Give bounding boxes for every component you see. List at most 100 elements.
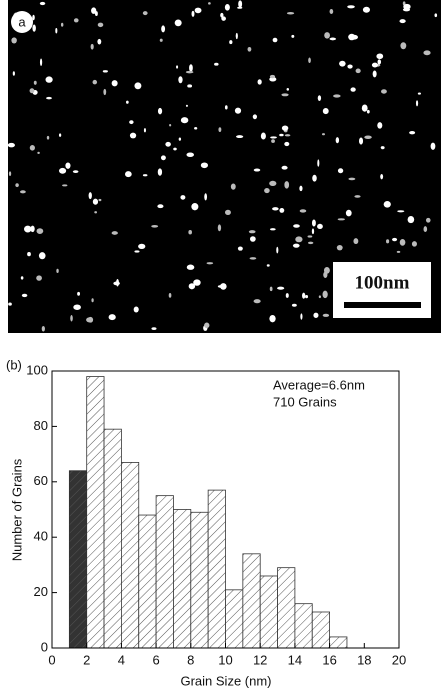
- grain: [345, 209, 352, 217]
- grain: [178, 76, 183, 84]
- grain: [39, 1, 46, 6]
- grain: [396, 250, 401, 253]
- panel-label: (b): [6, 357, 22, 372]
- annotation: Average=6.6nm: [273, 377, 365, 392]
- grain: [377, 59, 382, 65]
- grain: [72, 170, 79, 173]
- grain: [347, 64, 353, 69]
- grain: [151, 327, 157, 331]
- bar: [121, 462, 140, 649]
- grain: [383, 200, 391, 208]
- grain: [90, 43, 94, 50]
- grain: [191, 203, 199, 211]
- grain: [125, 171, 132, 178]
- grain: [193, 279, 201, 286]
- grain: [41, 325, 45, 332]
- grain: [372, 70, 377, 78]
- grain: [277, 286, 285, 290]
- grain: [284, 141, 290, 147]
- grain: [366, 109, 370, 114]
- grain: [253, 299, 261, 304]
- grain: [187, 84, 193, 88]
- grain: [174, 19, 182, 27]
- grain: [321, 133, 326, 136]
- grain: [7, 142, 15, 148]
- grain: [168, 293, 172, 298]
- grain: [323, 266, 330, 274]
- grain: [185, 104, 188, 107]
- grain: [58, 167, 67, 174]
- grain: [224, 209, 231, 216]
- grain: [204, 193, 208, 201]
- grain: [24, 225, 32, 233]
- y-tick-label: 80: [34, 418, 48, 433]
- grain: [264, 187, 270, 194]
- y-tick-label: 60: [34, 473, 48, 488]
- grain: [111, 80, 118, 87]
- y-tick-label: 20: [34, 584, 48, 599]
- grain: [38, 252, 46, 260]
- grain: [291, 303, 297, 307]
- grain: [336, 244, 343, 251]
- bar: [86, 376, 105, 649]
- grain: [281, 125, 289, 131]
- bar: [294, 603, 313, 649]
- grain: [355, 68, 361, 74]
- grain: [381, 89, 387, 94]
- grain: [157, 168, 163, 176]
- x-tick-label: 20: [392, 652, 406, 667]
- x-tick-label: 0: [48, 652, 55, 667]
- grain: [92, 198, 99, 205]
- grain: [142, 174, 148, 177]
- grain: [180, 195, 186, 200]
- bar: [68, 470, 88, 649]
- bar: [311, 611, 331, 649]
- grain: [185, 70, 194, 74]
- grains: [7, 0, 438, 332]
- x-axis-label: Grain Size (nm): [180, 673, 271, 688]
- grain: [15, 183, 19, 188]
- grain: [339, 60, 346, 67]
- grain: [307, 241, 314, 245]
- grain: [86, 317, 94, 323]
- grain: [361, 104, 368, 112]
- grain: [377, 122, 383, 129]
- grain: [186, 264, 195, 270]
- grain: [269, 180, 277, 186]
- grain: [176, 65, 179, 69]
- x-tick-label: 4: [118, 652, 125, 667]
- grain: [237, 246, 243, 251]
- grain: [249, 257, 257, 260]
- grain: [77, 291, 81, 296]
- grain: [248, 230, 256, 234]
- grain: [37, 151, 40, 154]
- grain: [56, 268, 59, 274]
- grain: [91, 7, 97, 14]
- grain: [257, 79, 262, 85]
- grain: [55, 28, 58, 34]
- grain: [138, 243, 146, 249]
- grain: [407, 216, 415, 224]
- grain: [133, 306, 139, 313]
- grain: [317, 223, 323, 230]
- grain: [235, 32, 238, 40]
- grain: [299, 185, 303, 192]
- grain: [423, 50, 431, 56]
- grain: [111, 231, 118, 235]
- grain: [311, 219, 316, 227]
- grain: [33, 80, 37, 85]
- grain: [200, 162, 208, 169]
- grain: [194, 7, 202, 14]
- grain: [46, 135, 50, 140]
- bar: [103, 428, 122, 649]
- grain: [247, 46, 252, 52]
- grain: [270, 136, 277, 139]
- grain: [358, 137, 364, 145]
- bar: [173, 509, 192, 649]
- bar: [155, 495, 174, 649]
- grain: [21, 293, 28, 298]
- grain: [402, 8, 411, 12]
- grain: [178, 137, 182, 141]
- grain: [65, 162, 71, 169]
